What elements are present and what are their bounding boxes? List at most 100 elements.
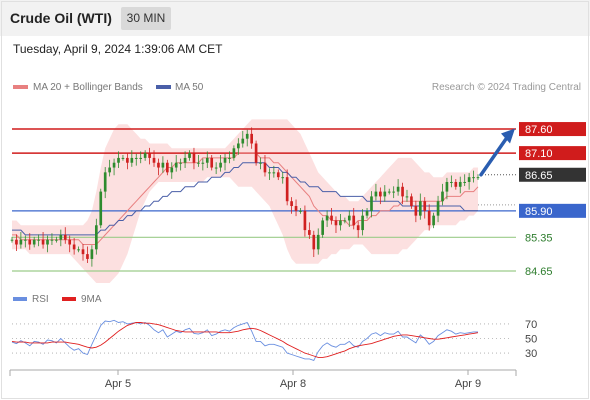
rsi-legend-swatch bbox=[13, 297, 27, 301]
candle-body bbox=[81, 249, 85, 255]
candle-body bbox=[197, 162, 200, 164]
candle-body bbox=[339, 220, 342, 226]
candle-body bbox=[77, 249, 80, 251]
candle-body bbox=[148, 153, 151, 158]
candle-body bbox=[237, 143, 240, 149]
level-label-87-10: 87.10 bbox=[525, 148, 553, 160]
candle-body bbox=[276, 172, 280, 178]
level-tag-87-10 bbox=[519, 146, 586, 161]
level-tag-87-60 bbox=[519, 122, 586, 137]
candle-body bbox=[143, 153, 147, 158]
candle-body bbox=[401, 186, 404, 197]
candle-body bbox=[387, 191, 391, 193]
candle-body bbox=[174, 162, 178, 168]
candle-body bbox=[192, 153, 196, 163]
candle-body bbox=[383, 191, 387, 197]
candle-body bbox=[166, 162, 169, 173]
candle-body bbox=[219, 162, 222, 168]
candle-body bbox=[201, 162, 205, 164]
candle-body bbox=[19, 239, 23, 245]
candle-body bbox=[423, 201, 427, 211]
candle-body bbox=[427, 210, 431, 226]
candle-body bbox=[10, 239, 14, 241]
candle-body bbox=[161, 162, 165, 168]
candle-body bbox=[90, 249, 94, 259]
candle-body bbox=[392, 191, 396, 193]
candle-body bbox=[28, 239, 32, 245]
candle-body bbox=[152, 157, 156, 163]
x-tick-label: Apr 8 bbox=[280, 378, 306, 390]
candle-body bbox=[117, 157, 120, 163]
candle-body bbox=[414, 206, 418, 216]
candle-body bbox=[157, 162, 160, 168]
candle-body bbox=[281, 177, 285, 179]
candle-body bbox=[294, 206, 298, 211]
candle-body bbox=[374, 191, 378, 197]
candle-body bbox=[370, 196, 373, 211]
x-tick-label: Apr 5 bbox=[105, 378, 131, 390]
ma50-line bbox=[12, 162, 478, 236]
candle-body bbox=[170, 167, 174, 173]
candle-body bbox=[418, 201, 422, 216]
x-tick-label: Apr 9 bbox=[455, 378, 481, 390]
ma20-legend-swatch bbox=[13, 85, 28, 89]
candle-body bbox=[134, 157, 138, 159]
candle-body bbox=[232, 148, 236, 158]
candle-body bbox=[214, 167, 218, 169]
candle-body bbox=[15, 239, 18, 245]
header-bar: Crude Oil (WTI) 30 MIN bbox=[0, 0, 590, 36]
candle-body bbox=[303, 210, 307, 231]
ma9-legend-swatch bbox=[62, 297, 76, 301]
candle-body bbox=[436, 201, 440, 216]
candle-body bbox=[126, 157, 129, 163]
source-credit: Research © 2024 Trading Central bbox=[432, 82, 581, 93]
candle-body bbox=[121, 157, 125, 159]
candle-body bbox=[130, 157, 134, 163]
candle-body bbox=[379, 191, 382, 197]
candle-body bbox=[405, 196, 409, 198]
candle-body bbox=[365, 210, 369, 216]
rsi-tick-70: 70 bbox=[525, 319, 537, 331]
candle-body bbox=[46, 239, 49, 245]
candle-body bbox=[432, 215, 435, 226]
candle-body bbox=[308, 230, 311, 235]
candle-body bbox=[210, 157, 214, 168]
candle-body bbox=[94, 225, 98, 250]
candle-body bbox=[476, 177, 480, 179]
candle-body bbox=[68, 239, 72, 245]
candle-body bbox=[23, 239, 27, 241]
current-price-label: 86.65 bbox=[525, 170, 553, 182]
instrument-title: Crude Oil (WTI) bbox=[10, 10, 112, 26]
candle-body bbox=[103, 172, 107, 192]
candle-body bbox=[299, 210, 302, 212]
level-label-85-35: 85.35 bbox=[525, 232, 553, 244]
candle-body bbox=[334, 220, 338, 226]
current-price-tag bbox=[519, 167, 586, 182]
candle-body bbox=[263, 162, 267, 173]
timeframe-badge[interactable]: 30 MIN bbox=[121, 7, 171, 30]
rsi-legend-label: RSI bbox=[32, 294, 49, 305]
candle-body bbox=[352, 215, 356, 226]
candle-body bbox=[450, 181, 453, 183]
candle-body bbox=[179, 162, 182, 164]
candle-body bbox=[396, 186, 400, 192]
candle-body bbox=[241, 138, 245, 144]
candle-body bbox=[259, 162, 262, 164]
candle-body bbox=[63, 234, 67, 240]
candle-body bbox=[32, 239, 36, 245]
candle-body bbox=[37, 239, 40, 241]
candle-body bbox=[343, 220, 347, 222]
candle-body bbox=[245, 133, 249, 139]
candle-body bbox=[445, 181, 449, 192]
candle-body bbox=[59, 234, 63, 240]
rsi-line bbox=[11, 319, 478, 361]
candle-body bbox=[272, 172, 276, 174]
candle-body bbox=[50, 239, 54, 241]
candle-body bbox=[441, 191, 444, 202]
candle-body bbox=[467, 177, 471, 182]
candle-body bbox=[316, 234, 320, 250]
ma20-legend-label: MA 20 + Bollinger Bands bbox=[33, 82, 143, 93]
rsi-tick-30: 30 bbox=[525, 348, 537, 360]
candle-body bbox=[410, 196, 413, 207]
candle-body bbox=[268, 172, 271, 174]
